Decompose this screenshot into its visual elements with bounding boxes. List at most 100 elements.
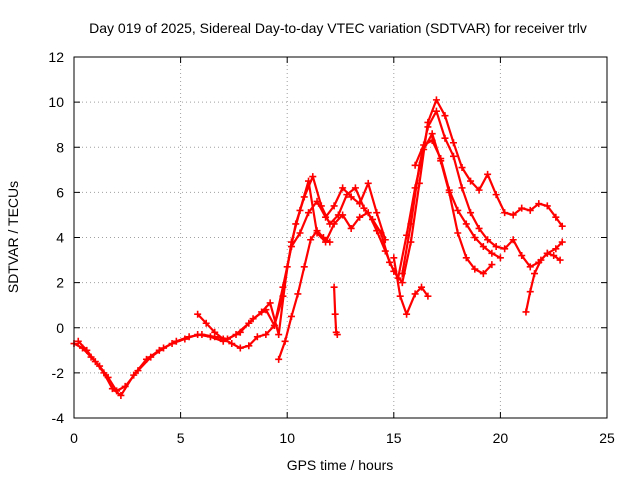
y-tick-label: -4 <box>52 410 65 426</box>
x-tick-label: 25 <box>599 430 615 446</box>
data-point-plus <box>360 204 368 212</box>
data-point-plus <box>236 344 244 352</box>
data-point-plus <box>543 249 551 257</box>
data-point-plus <box>245 319 253 327</box>
data-point-plus <box>437 155 445 163</box>
data-point-plus <box>373 227 381 235</box>
data-point-plus <box>411 161 419 169</box>
data-point-plus <box>287 238 295 246</box>
data-point-plus <box>492 243 500 251</box>
data-point-plus <box>245 342 253 350</box>
data-point-plus <box>347 224 355 232</box>
data-point-plus <box>287 312 295 320</box>
plot-frame <box>73 56 608 419</box>
data-point-plus <box>484 170 492 178</box>
series-sat-a <box>70 179 389 395</box>
tick-layer: 0 5 10 15 20 25 -4 -2 0 2 4 6 8 10 12 <box>48 49 615 446</box>
series-sat-h <box>330 283 341 339</box>
data-point-plus <box>531 270 539 278</box>
data-point-plus <box>253 333 261 341</box>
data-point-plus <box>330 220 338 228</box>
grid-layer <box>74 57 607 418</box>
y-tick-label: 0 <box>56 320 64 336</box>
data-point-plus <box>194 310 202 318</box>
data-point-plus <box>307 236 315 244</box>
data-point-plus <box>488 249 496 257</box>
data-point-plus <box>454 229 462 237</box>
data-point-plus <box>331 310 339 318</box>
data-point-plus <box>279 292 287 300</box>
data-point-plus <box>467 209 475 217</box>
data-point-plus <box>488 261 496 269</box>
data-point-plus <box>518 204 526 212</box>
data-point-plus <box>219 335 227 343</box>
data-point-plus <box>398 270 406 278</box>
data-point-plus <box>420 141 428 149</box>
data-point-plus <box>462 254 470 262</box>
data-point-plus <box>364 209 372 217</box>
data-point-plus <box>403 310 411 318</box>
data-point-plus <box>471 265 479 273</box>
series-trace <box>277 229 331 361</box>
data-point-plus <box>432 96 440 104</box>
data-point-plus <box>194 331 202 339</box>
series-sat-g <box>275 227 334 363</box>
y-tick-label: 4 <box>56 230 64 246</box>
data-point-plus <box>550 252 558 260</box>
data-point-plus <box>309 173 317 181</box>
data-point-plus <box>475 224 483 232</box>
y-axis-title: SDTVAR / TECUs <box>5 181 21 293</box>
data-point-plus <box>424 292 432 300</box>
data-point-plus <box>108 385 116 393</box>
data-point-plus <box>484 236 492 244</box>
data-point-plus <box>211 328 219 336</box>
x-tick-label: 0 <box>70 430 78 446</box>
chart-title: Day 019 of 2025, Sidereal Day-to-day VTE… <box>89 20 587 36</box>
data-point-plus <box>258 308 266 316</box>
series-trace <box>77 132 493 397</box>
data-point-plus <box>479 270 487 278</box>
series-sat-e <box>411 136 504 262</box>
data-point-plus <box>364 179 372 187</box>
data-point-plus <box>373 209 381 217</box>
data-point-plus <box>479 243 487 251</box>
data-point-plus <box>266 299 274 307</box>
data-point-plus <box>458 184 466 192</box>
data-point-plus <box>449 139 457 147</box>
data-point-plus <box>390 254 398 262</box>
y-tick-label: 12 <box>48 49 64 65</box>
data-point-plus <box>155 346 163 354</box>
y-tick-label: 8 <box>56 139 64 155</box>
data-point-plus <box>326 238 334 246</box>
data-point-plus <box>281 337 289 345</box>
data-point-plus <box>313 227 321 235</box>
data-point-plus <box>418 283 426 291</box>
series-sat-b <box>74 130 496 399</box>
data-point-plus <box>449 152 457 160</box>
y-tick-label: 10 <box>48 94 64 110</box>
data-point-plus <box>74 337 82 345</box>
data-point-plus <box>424 123 432 131</box>
data-point-plus <box>356 213 364 221</box>
data-point-plus <box>518 252 526 260</box>
data-point-plus <box>330 202 338 210</box>
data-point-plus <box>305 177 313 185</box>
data-point-plus <box>305 209 313 217</box>
data-point-plus <box>428 136 436 144</box>
data-point-plus <box>381 247 389 255</box>
data-point-plus <box>526 263 534 271</box>
data-point-plus <box>492 191 500 199</box>
data-point-plus <box>202 319 210 327</box>
data-point-plus <box>552 245 560 253</box>
data-point-plus <box>270 321 278 329</box>
data-point-plus <box>339 211 347 219</box>
data-point-plus <box>351 184 359 192</box>
series-sat-f <box>522 249 564 316</box>
data-point-plus <box>347 193 355 201</box>
data-point-plus <box>168 340 176 348</box>
data-point-plus <box>130 371 138 379</box>
data-point-plus <box>117 391 125 399</box>
series-layer <box>70 96 566 399</box>
